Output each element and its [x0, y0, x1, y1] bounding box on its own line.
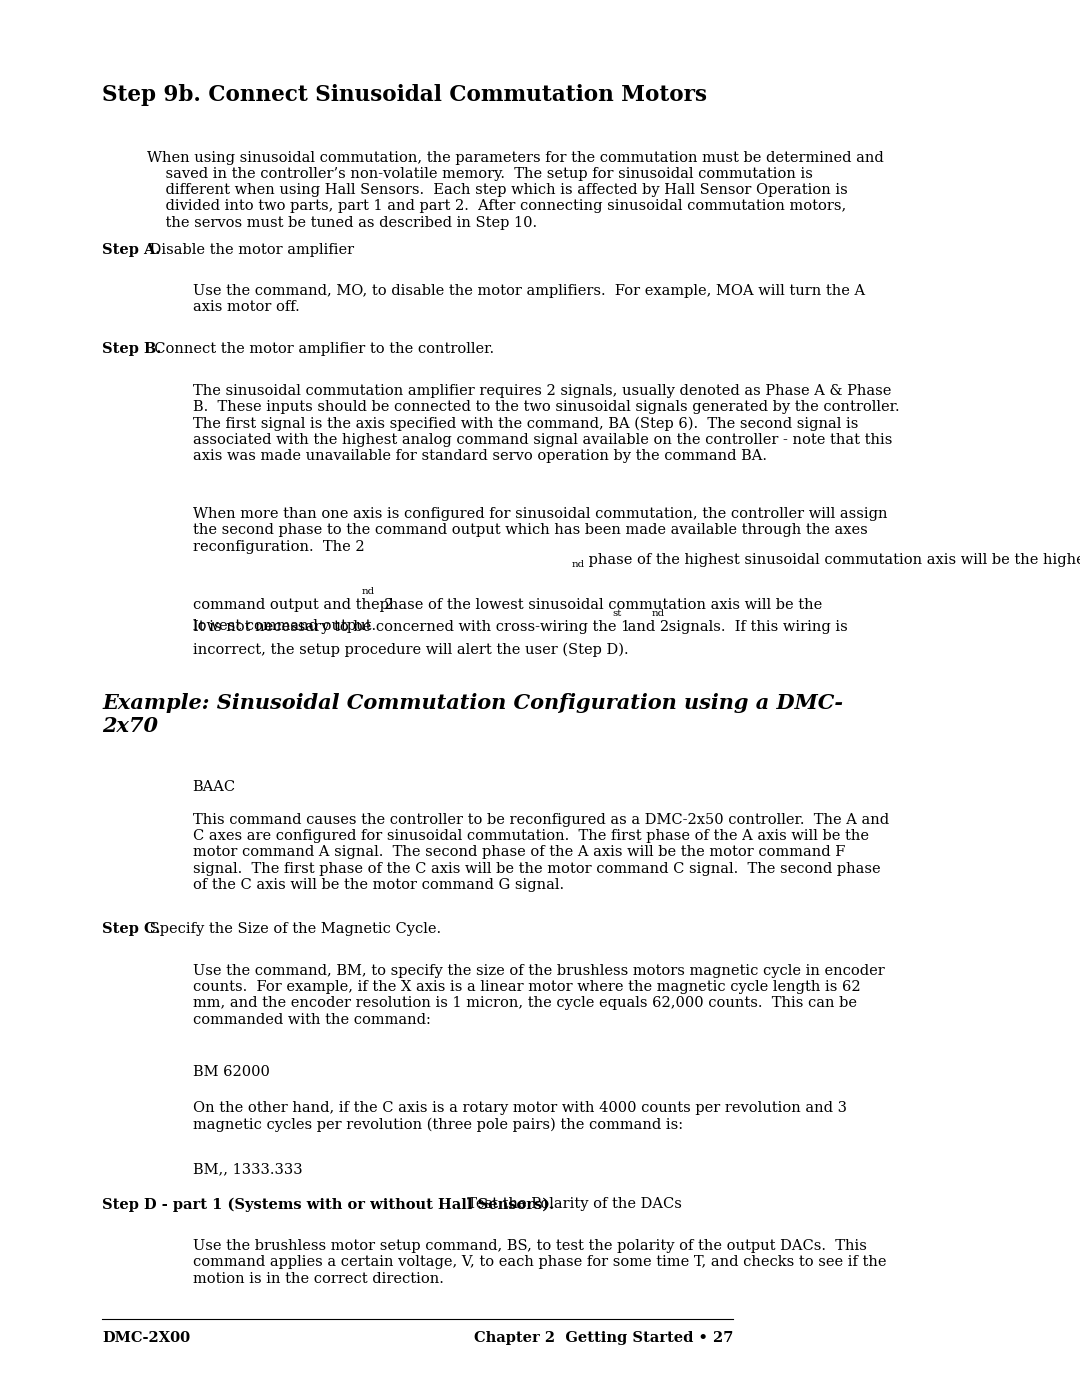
- Text: phase of the lowest sinusoidal commutation axis will be the: phase of the lowest sinusoidal commutati…: [375, 598, 822, 612]
- Text: Use the command, MO, to disable the motor amplifiers.  For example, MOA will tur: Use the command, MO, to disable the moto…: [192, 284, 865, 314]
- Text: It is not necessary to be concerned with cross-wiring the 1: It is not necessary to be concerned with…: [192, 620, 630, 634]
- Text: On the other hand, if the C axis is a rotary motor with 4000 counts per revoluti: On the other hand, if the C axis is a ro…: [192, 1101, 847, 1132]
- Text: When more than one axis is configured for sinusoidal commutation, the controller: When more than one axis is configured fo…: [192, 507, 887, 553]
- Text: Use the command, BM, to specify the size of the brushless motors magnetic cycle : Use the command, BM, to specify the size…: [192, 964, 885, 1027]
- Text: DMC-2X00: DMC-2X00: [102, 1331, 190, 1345]
- Text: The sinusoidal commutation amplifier requires 2 signals, usually denoted as Phas: The sinusoidal commutation amplifier req…: [192, 384, 900, 464]
- Text: Step C.: Step C.: [102, 922, 161, 936]
- Text: Step A.: Step A.: [102, 243, 161, 257]
- Text: Step D - part 1 (Systems with or without Hall Sensors).: Step D - part 1 (Systems with or without…: [102, 1197, 554, 1211]
- Text: signals.  If this wiring is: signals. If this wiring is: [664, 620, 848, 634]
- Text: Use the brushless motor setup command, BS, to test the polarity of the output DA: Use the brushless motor setup command, B…: [192, 1239, 887, 1285]
- Text: incorrect, the setup procedure will alert the user (Step D).: incorrect, the setup procedure will aler…: [192, 643, 629, 657]
- Text: Example: Sinusoidal Commutation Configuration using a DMC-
2x70: Example: Sinusoidal Commutation Configur…: [102, 693, 843, 736]
- Text: nd: nd: [651, 609, 664, 617]
- Text: Chapter 2  Getting Started • 27: Chapter 2 Getting Started • 27: [474, 1331, 733, 1345]
- Text: Disable the motor amplifier: Disable the motor amplifier: [145, 243, 354, 257]
- Text: lowest command output.: lowest command output.: [192, 619, 376, 633]
- Text: Step B.: Step B.: [102, 342, 161, 356]
- Text: BM 62000: BM 62000: [192, 1065, 270, 1078]
- Text: BAAC: BAAC: [192, 780, 235, 793]
- Text: Specify the Size of the Magnetic Cycle.: Specify the Size of the Magnetic Cycle.: [145, 922, 442, 936]
- Text: nd: nd: [362, 587, 375, 595]
- Text: Connect the motor amplifier to the controller.: Connect the motor amplifier to the contr…: [145, 342, 495, 356]
- Text: Step 9b. Connect Sinusoidal Commutation Motors: Step 9b. Connect Sinusoidal Commutation …: [102, 84, 707, 106]
- Text: command output and the 2: command output and the 2: [192, 598, 393, 612]
- Text: nd: nd: [571, 560, 584, 569]
- Text: When using sinusoidal commutation, the parameters for the commutation must be de: When using sinusoidal commutation, the p…: [147, 151, 885, 229]
- Text: Test the Polarity of the DACs: Test the Polarity of the DACs: [458, 1197, 681, 1211]
- Text: phase of the highest sinusoidal commutation axis will be the highest: phase of the highest sinusoidal commutat…: [584, 553, 1080, 567]
- Text: st: st: [612, 609, 621, 617]
- Text: and 2: and 2: [623, 620, 670, 634]
- Text: This command causes the controller to be reconfigured as a DMC-2x50 controller. : This command causes the controller to be…: [192, 813, 889, 891]
- Text: BM,, 1333.333: BM,, 1333.333: [192, 1162, 302, 1176]
